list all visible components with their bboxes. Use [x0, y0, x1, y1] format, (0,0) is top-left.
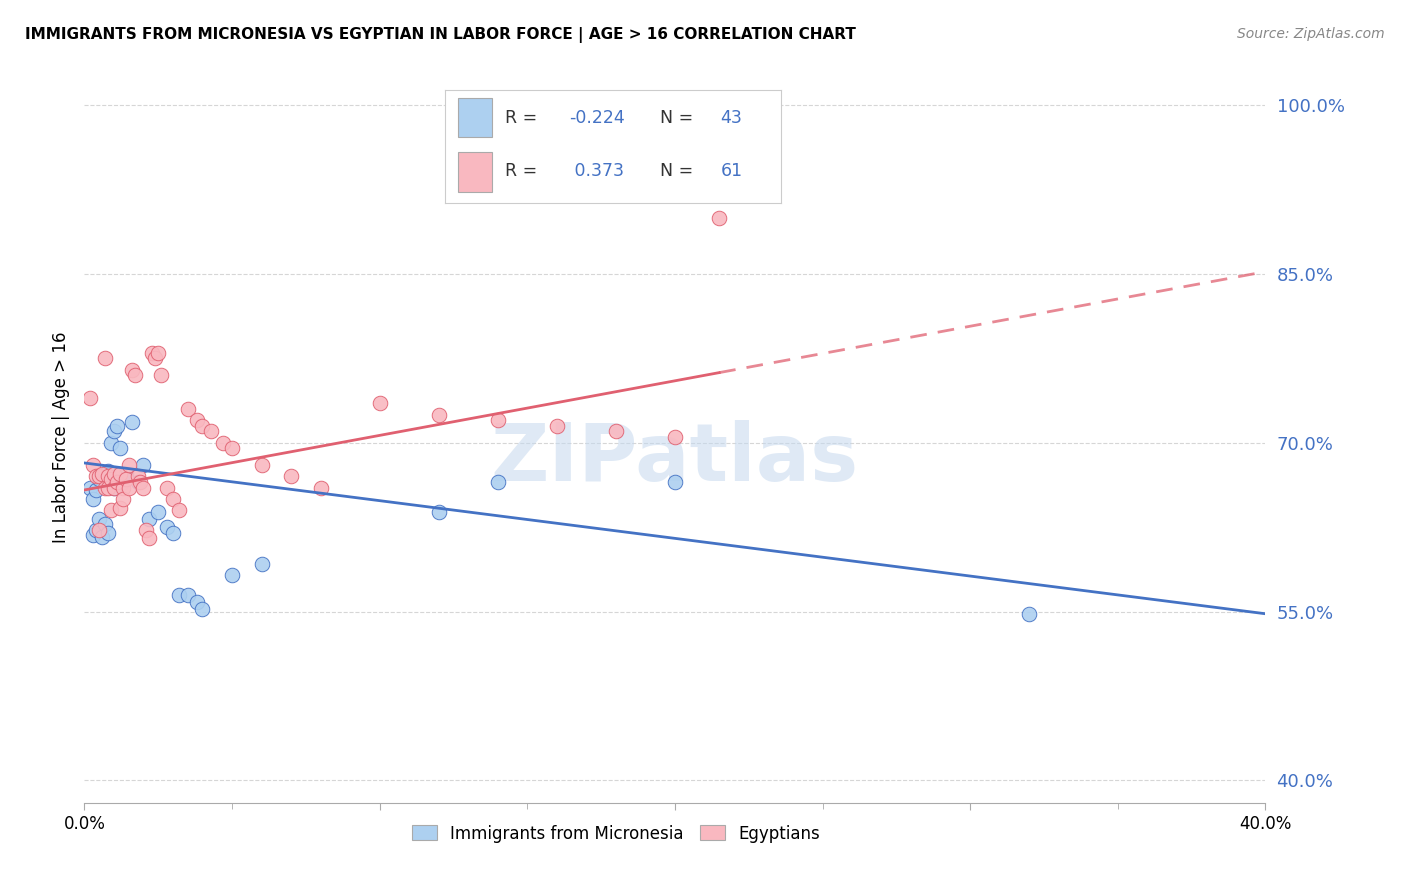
Point — [427, 408, 450, 422]
Point — [143, 351, 166, 366]
Point — [114, 467, 136, 482]
Point — [127, 475, 149, 489]
Point — [221, 568, 243, 582]
Point — [186, 595, 208, 609]
Point — [97, 481, 120, 495]
Legend: Immigrants from Micronesia, Egyptians: Immigrants from Micronesia, Egyptians — [405, 818, 827, 849]
Point — [103, 425, 125, 439]
Point — [108, 467, 131, 482]
Point — [84, 524, 107, 538]
Point — [177, 401, 200, 416]
Point — [87, 469, 111, 483]
Point — [87, 512, 111, 526]
Point — [162, 525, 184, 540]
Point — [103, 481, 125, 495]
Point — [87, 472, 111, 486]
Point — [127, 469, 149, 483]
Point — [94, 516, 117, 531]
Point — [105, 418, 128, 433]
Point — [167, 588, 190, 602]
Point — [118, 481, 141, 495]
Point — [138, 532, 160, 546]
Point — [91, 530, 114, 544]
Point — [368, 396, 391, 410]
Point — [486, 413, 509, 427]
Point — [191, 602, 214, 616]
Point — [82, 528, 104, 542]
Point — [94, 467, 117, 482]
Point — [309, 481, 332, 495]
Point — [87, 524, 111, 538]
Point — [124, 368, 146, 383]
Point — [84, 469, 107, 483]
Point — [148, 345, 170, 359]
Point — [132, 458, 155, 473]
Point — [427, 506, 450, 520]
Point — [141, 345, 163, 359]
Point — [100, 503, 122, 517]
Point — [129, 475, 152, 489]
Point — [108, 500, 131, 515]
Point — [135, 524, 157, 538]
Point — [664, 475, 686, 489]
Point — [111, 481, 134, 495]
Text: IMMIGRANTS FROM MICRONESIA VS EGYPTIAN IN LABOR FORCE | AGE > 16 CORRELATION CHA: IMMIGRANTS FROM MICRONESIA VS EGYPTIAN I… — [25, 27, 856, 43]
Point — [138, 512, 160, 526]
Point — [97, 469, 120, 483]
Point — [156, 481, 179, 495]
Point — [162, 491, 184, 506]
Point — [103, 467, 125, 482]
Point — [84, 483, 107, 497]
Point — [212, 435, 235, 450]
Point — [111, 491, 134, 506]
Point — [100, 472, 122, 486]
Point — [114, 472, 136, 486]
Point — [118, 458, 141, 473]
Point — [91, 467, 114, 482]
Point — [94, 481, 117, 495]
Point — [121, 362, 143, 376]
Point — [103, 481, 125, 495]
Point — [664, 430, 686, 444]
Point — [132, 481, 155, 495]
Point — [150, 368, 173, 383]
Point — [91, 469, 114, 483]
Point — [156, 520, 179, 534]
Point — [177, 588, 200, 602]
Point — [97, 525, 120, 540]
Point — [100, 435, 122, 450]
Point — [82, 458, 104, 473]
Point — [280, 469, 302, 483]
Point — [186, 413, 208, 427]
Point — [82, 491, 104, 506]
Point — [148, 506, 170, 520]
Text: ZIPatlas: ZIPatlas — [491, 420, 859, 498]
Point — [221, 442, 243, 456]
Point — [191, 418, 214, 433]
Point — [1018, 607, 1040, 621]
Point — [546, 418, 568, 433]
Y-axis label: In Labor Force | Age > 16: In Labor Force | Age > 16 — [52, 331, 70, 543]
Point — [200, 425, 222, 439]
Point — [100, 475, 122, 489]
Point — [709, 211, 731, 225]
Point — [121, 416, 143, 430]
Point — [605, 425, 627, 439]
Point — [79, 391, 101, 405]
Point — [94, 351, 117, 366]
Point — [250, 458, 273, 473]
Point — [105, 475, 128, 489]
Point — [108, 442, 131, 456]
Point — [167, 503, 190, 517]
Point — [250, 558, 273, 572]
Point — [486, 475, 509, 489]
Point — [97, 464, 120, 478]
Text: Source: ZipAtlas.com: Source: ZipAtlas.com — [1237, 27, 1385, 41]
Point — [111, 475, 134, 489]
Point — [79, 481, 101, 495]
